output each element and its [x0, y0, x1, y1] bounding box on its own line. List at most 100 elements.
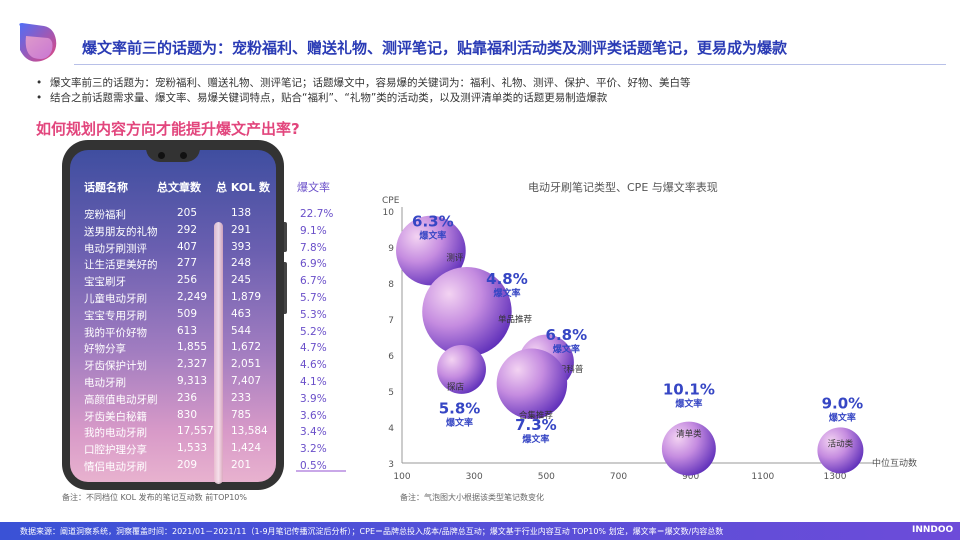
cell-name: 牙齿保护计划 [84, 360, 147, 373]
cell-articles: 17,557 [177, 425, 214, 438]
bullet-item: 爆文率前三的话题为：宠粉福利、赠送礼物、测评笔记；话题爆文中，容易爆的关键词为：… [36, 76, 691, 91]
bubble-rate-label: 爆文率 [493, 287, 520, 299]
y-tick-label: 6 [388, 352, 394, 362]
cell-name: 我的平价好物 [84, 326, 147, 339]
cell-articles: 613 [177, 324, 198, 337]
cell-name: 电动牙刷测评 [84, 242, 147, 255]
cell-name: 我的电动牙刷 [84, 427, 147, 440]
cell-kol: 245 [231, 274, 252, 287]
cell-articles: 1,855 [177, 341, 208, 354]
cell-rate: 4.1% [300, 376, 327, 388]
y-tick-label: 3 [388, 460, 394, 470]
bubble-3 [437, 344, 486, 394]
cell-rate: 3.2% [300, 443, 327, 456]
phone-notch [146, 142, 200, 162]
bubble-name-label: 探店 [447, 381, 465, 392]
bubble-rate-value: 7.3% [515, 416, 557, 434]
x-tick-label: 100 [393, 472, 410, 482]
cell-rate: 5.2% [300, 325, 327, 338]
summary-bullets: 爆文率前三的话题为：宠粉福利、赠送礼物、测评笔记；话题爆文中，容易爆的关键词为：… [36, 76, 691, 106]
cell-name: 儿童电动牙刷 [84, 293, 147, 305]
cell-kol: 233 [231, 391, 252, 404]
x-tick-label: 500 [538, 472, 555, 482]
y-tick-label: 5 [388, 388, 394, 398]
bubble-rate-label: 爆文率 [419, 230, 446, 242]
cell-kol: 2,051 [231, 358, 262, 371]
bubble-rate-label: 爆文率 [446, 416, 473, 428]
footer-bar [0, 522, 960, 540]
cell-articles: 256 [177, 274, 198, 287]
page-title: 爆文率前三的话题为：宠粉福利、赠送礼物、测评笔记，贴靠福利活动类及测评类话题笔记… [82, 39, 788, 57]
table-note: 备注：不同档位 KOL 发布的笔记互动数 前TOP10% [62, 493, 247, 502]
cell-name: 宝宝刷牙 [84, 276, 126, 289]
phone-side-button [284, 222, 287, 252]
cell-articles: 277 [177, 257, 198, 270]
cell-name: 让生活更美好的 [84, 259, 158, 272]
bubble-6 [817, 427, 864, 474]
y-axis-label: CPE [382, 196, 400, 206]
cell-kol: 463 [231, 307, 252, 320]
cell-kol: 138 [231, 207, 252, 219]
bubble-rate-value: 6.8% [546, 326, 588, 344]
y-tick-label: 9 [388, 244, 394, 254]
cell-kol: 1,424 [231, 442, 262, 455]
cell-rate: 6.9% [300, 258, 327, 271]
bubble-rate-value: 6.3% [412, 213, 454, 231]
cell-rate: 0.5% [300, 460, 327, 472]
cell-kol: 393 [231, 240, 252, 253]
cell-kol: 544 [231, 324, 252, 337]
cell-name: 送男朋友的礼物 [84, 225, 158, 238]
cell-kol: 248 [231, 257, 252, 270]
bubble-rate-label: 爆文率 [522, 433, 549, 445]
cell-rate: 4.7% [300, 342, 327, 355]
x-tick-label: 1300 [824, 472, 847, 482]
cell-rate: 9.1% [300, 224, 327, 237]
bubble-name-label: 活动类 [828, 438, 854, 449]
cell-name: 宠粉福利 [84, 209, 126, 221]
bubble-2 [518, 334, 574, 390]
bubble-rate-label: 爆文率 [829, 411, 856, 423]
cell-kol: 1,879 [231, 291, 262, 303]
y-tick-label: 10 [383, 208, 395, 218]
bullet-item: 结合之前话题需求量、爆文率、易爆关键词特点，贴合“福利”、“礼物”类的活动类，以… [36, 91, 691, 106]
camera-icon [180, 152, 187, 159]
cell-kol: 291 [231, 223, 252, 236]
footer-logo: INNDOO [912, 525, 954, 535]
table-header-topic: 话题名称 [84, 181, 128, 194]
cell-kol: 13,584 [231, 425, 268, 438]
x-tick-label: 900 [682, 472, 699, 482]
cell-articles: 407 [177, 240, 198, 253]
bubble-1 [422, 267, 512, 357]
cell-articles: 209 [177, 459, 198, 471]
cell-articles: 9,313 [177, 375, 208, 387]
cell-articles: 1,533 [177, 442, 208, 455]
phone-screen [70, 150, 276, 482]
cell-name: 情侣电动牙刷 [84, 461, 147, 473]
bubble-rate-label: 爆文率 [675, 398, 702, 410]
toothbrush-icon [214, 222, 223, 484]
cell-rate: 4.6% [300, 359, 327, 372]
y-tick-label: 4 [388, 424, 394, 434]
bubble-name-label: 单品推荐 [498, 314, 533, 325]
bubble-name-label: 测评 [446, 254, 464, 264]
cell-name: 电动牙刷 [84, 377, 126, 389]
y-tick-label: 8 [388, 280, 394, 290]
cell-rate: 3.6% [300, 409, 327, 422]
rate-underline [296, 470, 346, 472]
bubble-rate-value: 9.0% [822, 394, 864, 412]
cell-kol: 1,672 [231, 341, 262, 354]
cell-articles: 292 [177, 223, 198, 236]
cell-kol: 7,407 [231, 375, 262, 387]
cell-rate: 7.8% [300, 241, 327, 254]
bubble-name-label: 合集推荐 [519, 410, 554, 421]
brand-logo-icon [19, 23, 57, 62]
bubble-rate-value: 4.8% [486, 270, 528, 288]
cell-rate: 3.9% [300, 392, 327, 405]
cell-articles: 2,249 [177, 291, 208, 303]
cell-articles: 205 [177, 207, 198, 219]
section-subtitle: 如何规划内容方向才能提升爆文产出率? [36, 120, 300, 138]
cell-rate: 3.4% [300, 426, 327, 439]
cell-rate: 5.7% [300, 292, 327, 304]
cell-name: 高颜值电动牙刷 [84, 393, 158, 406]
bubble-rate-value: 10.1% [663, 381, 715, 399]
